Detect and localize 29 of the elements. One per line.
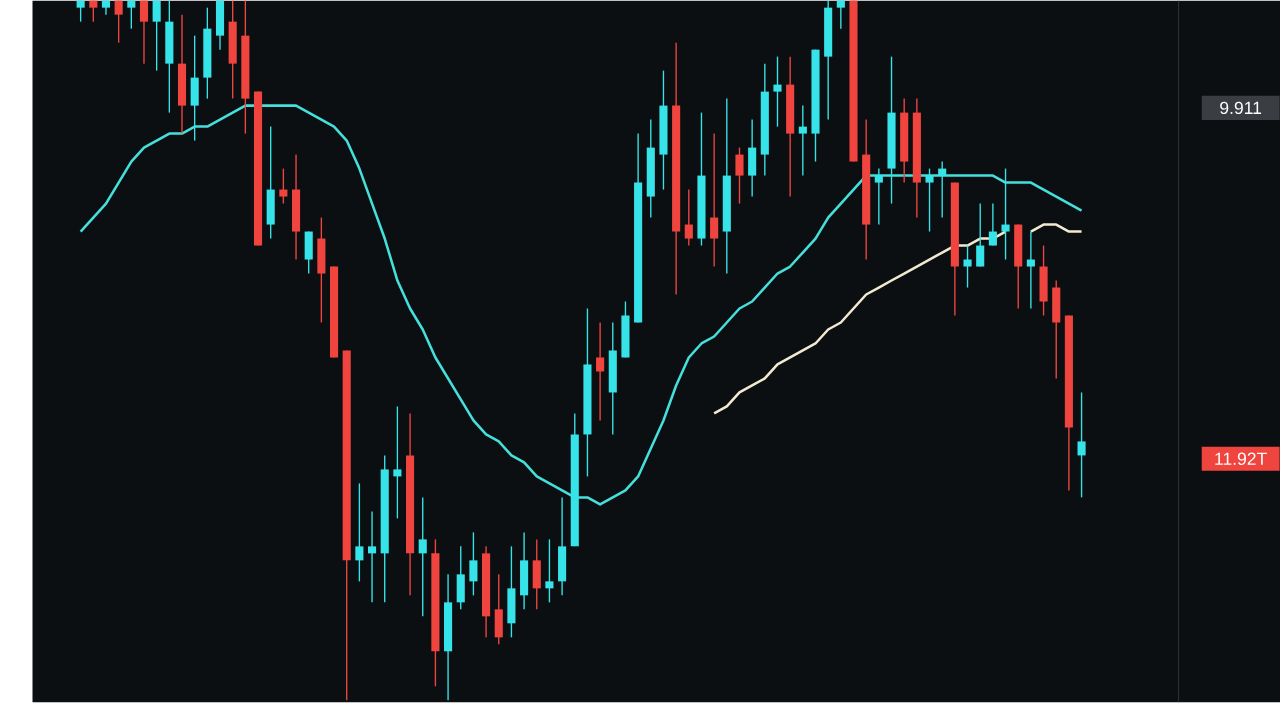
candlestick [368,510,377,604]
candlestick [710,133,719,268]
candlestick [735,147,744,205]
candlestick [773,56,782,128]
candlestick [988,202,997,247]
candlestick [1026,230,1035,310]
candlestick [1001,168,1010,261]
text: 11.92T [1215,452,1267,466]
candlestick [976,202,985,268]
candlestick [279,168,288,205]
candlestick [139,0,149,65]
candlestick [545,538,554,604]
candlestick [1077,391,1086,499]
candlestick [114,0,123,44]
candlestick [684,189,693,247]
candlestick [874,168,883,226]
candlestick [355,482,364,583]
candlestick [418,496,427,618]
candlestick [596,321,605,422]
candlestick [963,244,972,289]
candlestick [469,531,478,597]
candlestick [938,161,947,219]
candlestick [836,0,845,30]
candlestick [393,405,402,520]
text: 9.911 [1220,101,1262,115]
candlestick [798,105,807,177]
candlestick [925,168,934,233]
candlestick [127,0,136,30]
candlestick [152,0,161,72]
